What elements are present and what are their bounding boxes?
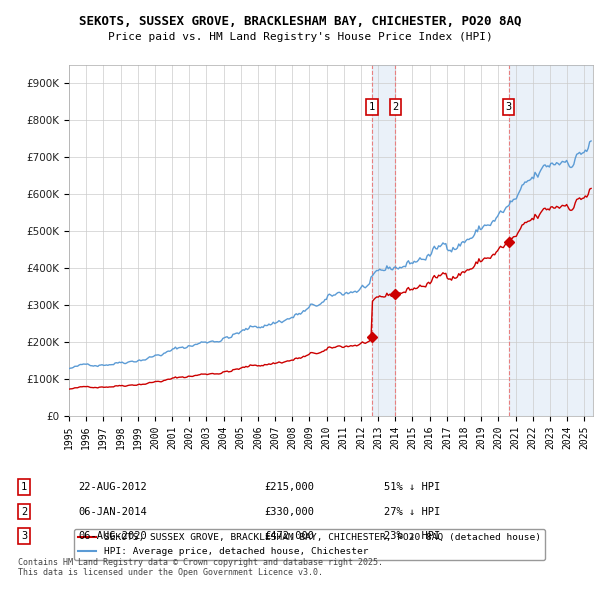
Text: 1: 1 [21,482,27,491]
Text: 06-AUG-2020: 06-AUG-2020 [78,532,147,541]
Bar [509,65,593,416]
Text: 51% ↓ HPI: 51% ↓ HPI [384,482,440,491]
Text: 3: 3 [21,532,27,541]
Text: 23% ↓ HPI: 23% ↓ HPI [384,532,440,541]
Text: Contains HM Land Registry data © Crown copyright and database right 2025.
This d: Contains HM Land Registry data © Crown c… [18,558,383,577]
Text: Price paid vs. HM Land Registry's House Price Index (HPI): Price paid vs. HM Land Registry's House … [107,32,493,42]
Text: 1: 1 [369,102,375,112]
Text: 27% ↓ HPI: 27% ↓ HPI [384,507,440,516]
Text: 22-AUG-2012: 22-AUG-2012 [78,482,147,491]
Text: 2: 2 [392,102,398,112]
Bar [372,65,395,416]
Text: 06-JAN-2014: 06-JAN-2014 [78,507,147,516]
Text: SEKOTS, SUSSEX GROVE, BRACKLESHAM BAY, CHICHESTER, PO20 8AQ: SEKOTS, SUSSEX GROVE, BRACKLESHAM BAY, C… [79,15,521,28]
Text: 3: 3 [506,102,512,112]
Text: 2: 2 [21,507,27,516]
Text: £330,000: £330,000 [264,507,314,516]
Legend: SEKOTS, SUSSEX GROVE, BRACKLESHAM BAY, CHICHESTER, PO20 8AQ (detached house), HP: SEKOTS, SUSSEX GROVE, BRACKLESHAM BAY, C… [74,529,545,560]
Text: £472,000: £472,000 [264,532,314,541]
Text: £215,000: £215,000 [264,482,314,491]
